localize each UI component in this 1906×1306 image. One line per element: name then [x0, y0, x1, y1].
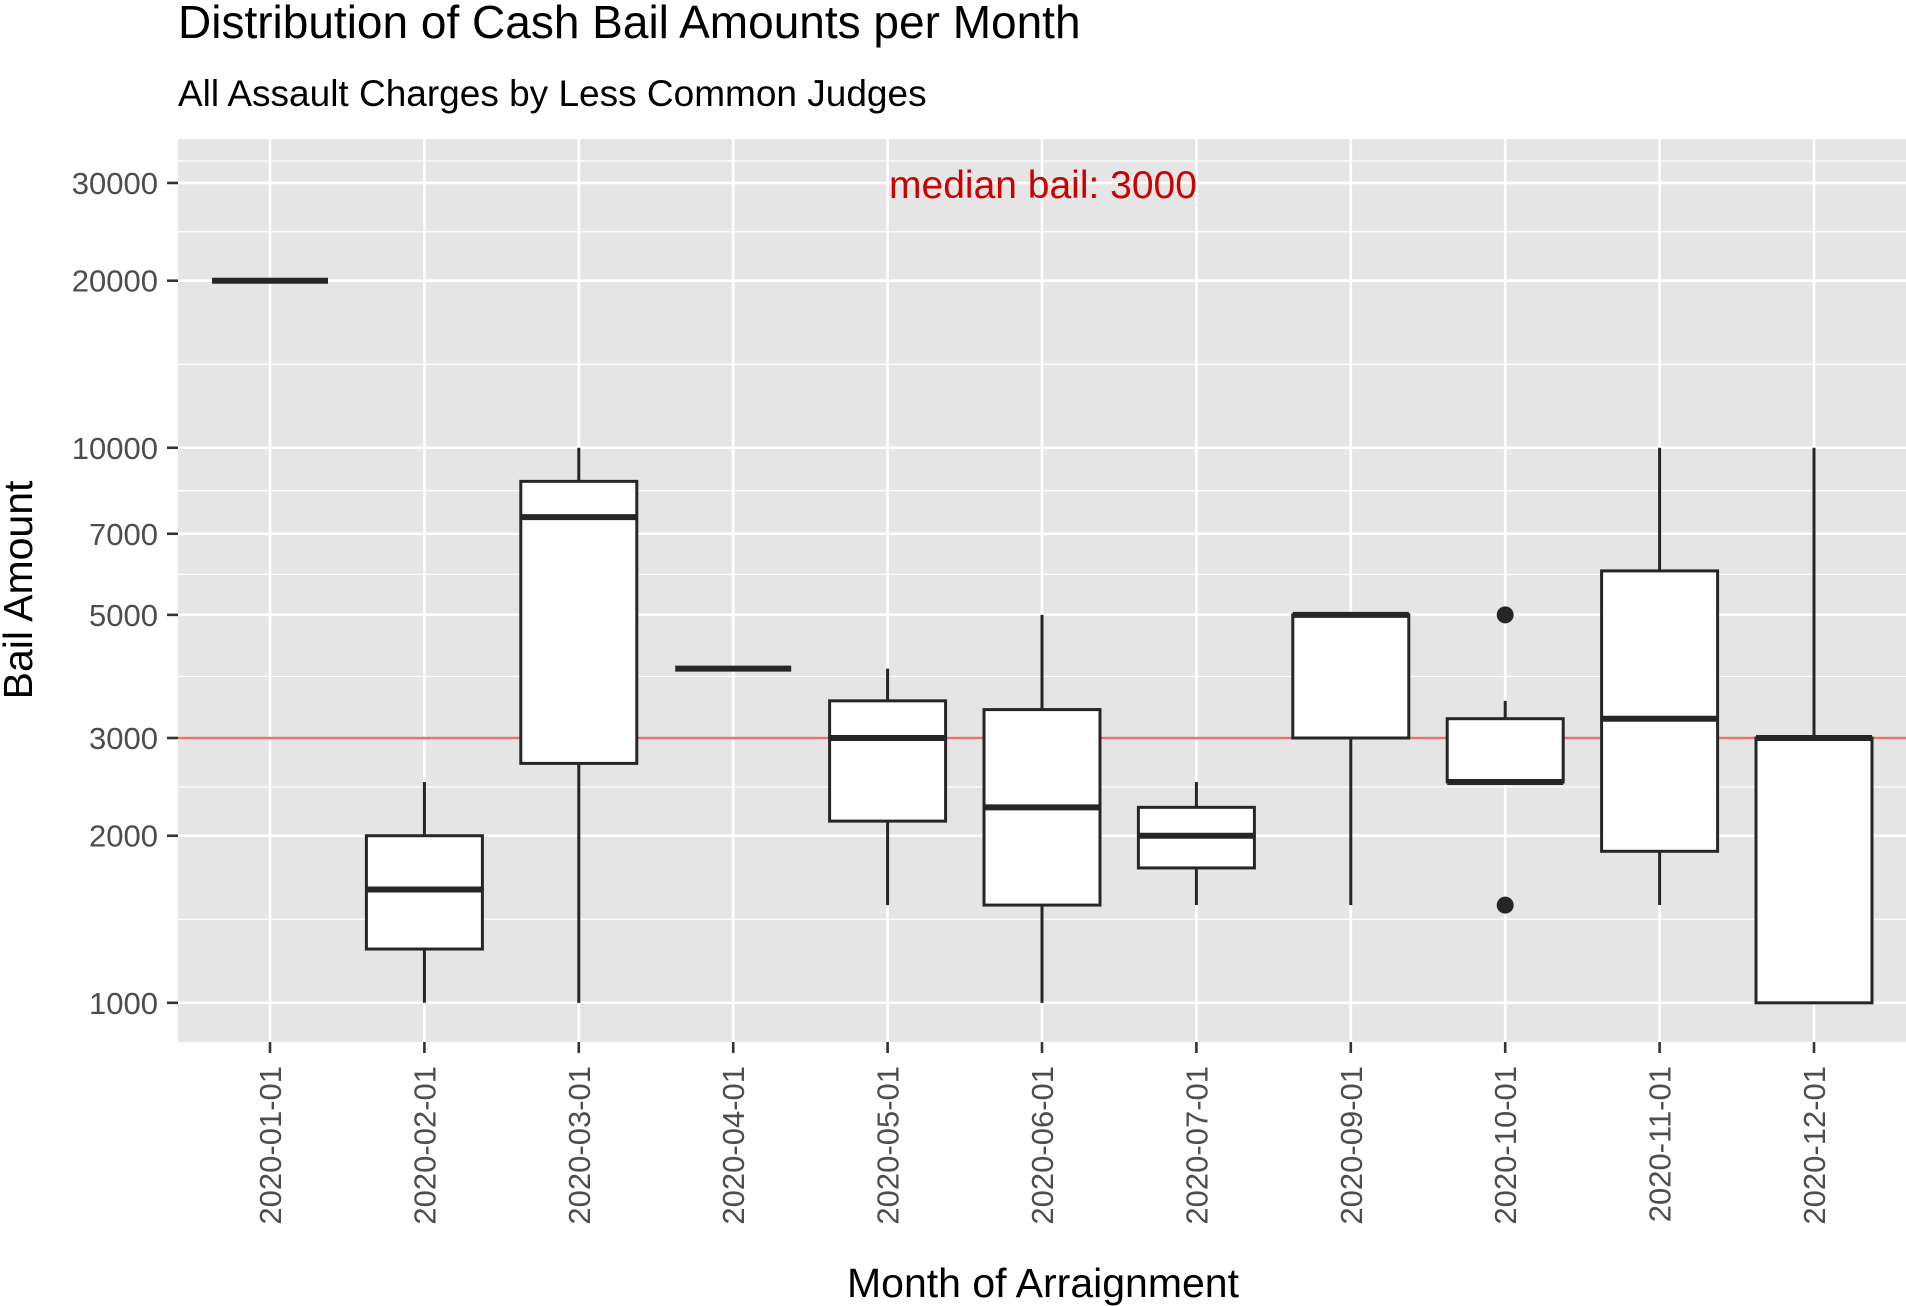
box-2020-02-01	[364, 781, 484, 1003]
iqr-box	[1754, 736, 1874, 1005]
y-axis-label: Bail Amount	[0, 480, 41, 699]
outlier-point	[1496, 896, 1514, 914]
box-2020-03-01	[519, 447, 639, 1003]
y-tick-label: 3000	[89, 721, 158, 756]
x-tick-label: 2020-07-01	[1179, 1066, 1214, 1225]
box-2020-07-01	[1136, 781, 1256, 906]
x-tick-label: 2020-03-01	[562, 1066, 597, 1225]
x-tick-label: 2020-09-01	[1334, 1066, 1369, 1225]
x-tick-label: 2020-01-01	[253, 1066, 288, 1225]
iqr-box	[1291, 613, 1411, 740]
y-tick-label: 30000	[72, 166, 158, 201]
y-tick-label: 10000	[72, 431, 158, 466]
x-tick-label: 2020-06-01	[1025, 1066, 1060, 1225]
box-2020-10-01	[1445, 606, 1565, 914]
y-tick-label: 1000	[89, 986, 158, 1021]
box-2020-09-01	[1291, 611, 1411, 906]
x-axis-label: Month of Arraignment	[847, 1260, 1240, 1306]
y-tick-label: 7000	[89, 517, 158, 552]
x-axis: 2020-01-01 2020-02-01 2020-03-01 2020-04-01…	[253, 1042, 1832, 1225]
y-tick-label: 2000	[89, 819, 158, 854]
box-2020-11-01	[1600, 447, 1720, 906]
iqr-box	[828, 699, 948, 823]
iqr-box	[1445, 717, 1565, 784]
y-tick-label: 5000	[89, 598, 158, 633]
x-tick-label: 2020-02-01	[407, 1066, 442, 1225]
box-2020-12-01	[1754, 447, 1874, 1005]
boxes-group	[212, 277, 1874, 1005]
chart-subtitle: All Assault Charges by Less Common Judge…	[178, 73, 927, 114]
x-tick-label: 2020-12-01	[1797, 1066, 1832, 1225]
chart-title: Distribution of Cash Bail Amounts per Mo…	[178, 0, 1081, 48]
box-2020-06-01	[982, 614, 1102, 1003]
outlier-point	[1496, 606, 1514, 624]
y-tick-label: 20000	[72, 264, 158, 299]
reference-line-label: median bail: 3000	[889, 164, 1197, 207]
x-tick-label: 2020-05-01	[871, 1066, 906, 1225]
box-2020-05-01	[828, 668, 948, 906]
y-axis: 1000 2000 3000 5000 7000 10000 20000 30000	[72, 166, 178, 1021]
iqr-box	[1600, 569, 1720, 853]
x-tick-label: 2020-10-01	[1488, 1066, 1523, 1225]
x-tick-label: 2020-11-01	[1643, 1066, 1678, 1222]
x-tick-label: 2020-04-01	[716, 1066, 751, 1225]
iqr-box	[519, 479, 639, 765]
